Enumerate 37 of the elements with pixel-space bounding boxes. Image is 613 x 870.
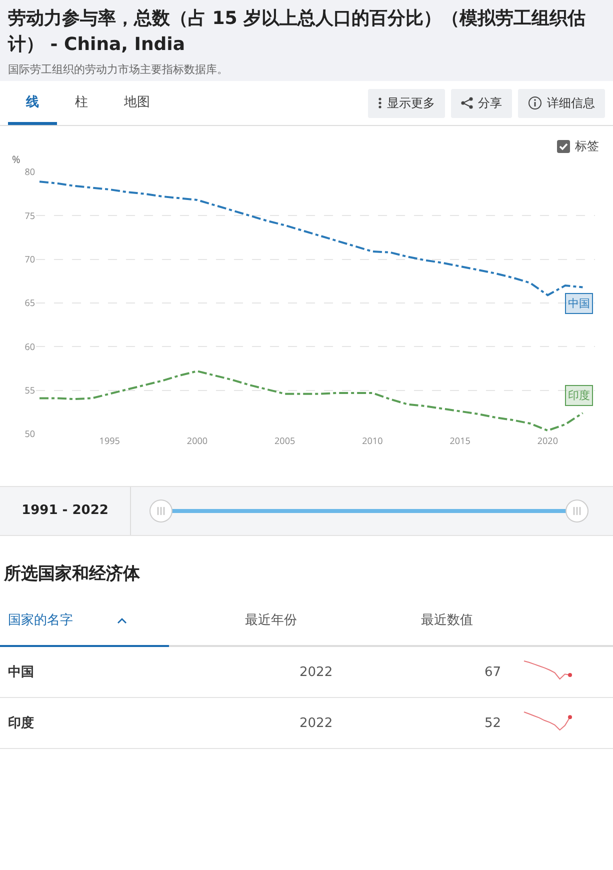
- y-tick-label: 55: [24, 383, 35, 396]
- y-axis-title: %: [12, 152, 20, 166]
- text: 1991 - 2022: [0, 487, 131, 535]
- y-tick-label: 80: [24, 165, 35, 178]
- text: 中国: [0, 646, 169, 698]
- text: 52: [372, 698, 521, 748]
- y-tick-label: 70: [24, 252, 35, 266]
- x-tick-label: 2000: [186, 434, 208, 447]
- y-tick-label: 65: [24, 296, 35, 310]
- text: 线: [24, 94, 40, 112]
- text: 67: [372, 646, 521, 698]
- text: 2022: [169, 698, 373, 748]
- line-series: [38, 180, 584, 296]
- text: 标签: [575, 138, 599, 155]
- text: 详细信息: [547, 94, 595, 112]
- y-tick-label: 75: [24, 208, 35, 222]
- x-tick-label: 2015: [450, 434, 470, 447]
- x-tick-label: 2010: [362, 434, 383, 447]
- y-tick-label: 60: [24, 340, 35, 353]
- chart-title: 劳动力参与率，总数（占 15 岁以上总人口的百分比）（模拟劳工组织估计） - China, India: [8, 7, 587, 57]
- text: 柱: [74, 94, 89, 112]
- text: 分享: [478, 94, 502, 112]
- text: 地图: [123, 94, 151, 112]
- series-label: 印度: [568, 388, 590, 403]
- text: 显示更多: [387, 94, 435, 112]
- x-tick-label: 2005: [274, 434, 296, 447]
- text: 印度: [0, 698, 169, 748]
- text: 2022: [169, 646, 373, 698]
- series-label: 中国: [568, 296, 590, 311]
- x-tick-label: 1995: [99, 434, 120, 447]
- text: 国际劳工组织的劳动力市场主要指标数据库。: [8, 62, 229, 77]
- y-tick-label: 50: [24, 427, 35, 440]
- text: 最近数值: [372, 595, 521, 646]
- text: 国家的名字: [8, 613, 73, 628]
- x-tick-label: 2020: [537, 434, 558, 447]
- text: 最近年份: [169, 595, 373, 646]
- text: 所选国家和经济体: [4, 563, 141, 585]
